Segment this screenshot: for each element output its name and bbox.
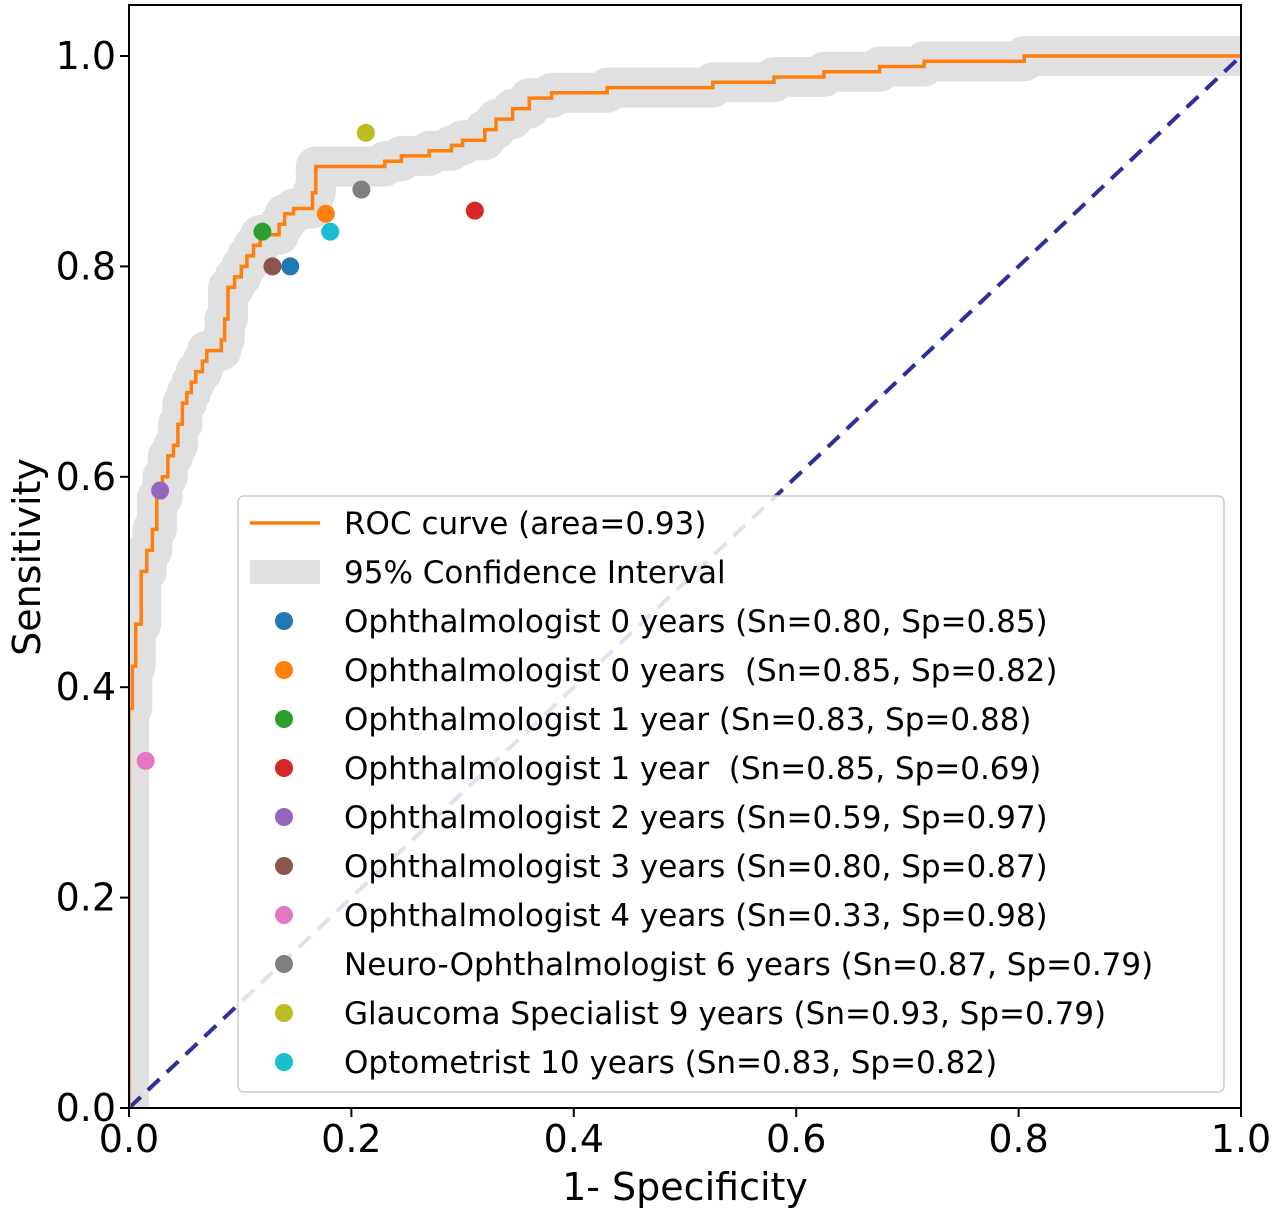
y-axis-label: Sensitivity (5, 458, 49, 656)
plot-frame (128, 4, 1242, 1109)
y-tick-label: 0.6 (56, 455, 116, 499)
reader-point-8 (352, 180, 371, 199)
legend-reader-label-8: Neuro-Ophthalmologist 6 years (Sn=0.87, … (344, 947, 1153, 983)
x-tick-label: 0.6 (766, 1117, 826, 1161)
axes-layer: 0.0 0.2 0.4 0.6 0.8 1.0 0.0 0.2 0.4 0.6 0.8 1.0 (56, 4, 1271, 1161)
roc-curve (129, 54, 1241, 1108)
legend-reader-marker-1 (275, 612, 293, 630)
legend-reader-label-5: Ophthalmologist 2 years (Sn=0.59, Sp=0.9… (344, 800, 1048, 836)
legend-reader-label-1: Ophthalmologist 0 years (Sn=0.80, Sp=0.8… (344, 604, 1048, 640)
reader-point-3 (253, 222, 272, 241)
x-tick-label: 0.8 (988, 1117, 1048, 1161)
legend-reader-label-10: Optometrist 10 years (Sn=0.83, Sp=0.82) (344, 1045, 997, 1081)
reader-point-5 (151, 481, 170, 500)
legend-reader-label-4: Ophthalmologist 1 year (Sn=0.85, Sp=0.69… (344, 751, 1041, 787)
reader-points-layer (136, 123, 484, 770)
reader-point-10 (321, 222, 340, 241)
y-tick-label: 0.4 (56, 665, 116, 709)
legend-reader-marker-9 (275, 1004, 293, 1022)
legend-reader-marker-3 (275, 710, 293, 728)
reader-point-7 (136, 751, 155, 770)
legend-reader-marker-10 (275, 1053, 293, 1071)
y-tick-label: 1.0 (56, 34, 116, 78)
legend-box (237, 495, 1225, 1093)
legend-reader-label-7: Ophthalmologist 4 years (Sn=0.33, Sp=0.9… (344, 898, 1048, 934)
y-tick-label: 0.2 (56, 876, 116, 920)
legend-reader-marker-7 (275, 906, 293, 924)
legend-reader-marker-2 (275, 661, 293, 679)
reader-point-1 (281, 257, 300, 276)
y-tick-label: 0.0 (56, 1086, 116, 1130)
legend-band-label: 95% Confidence Interval (344, 555, 726, 591)
x-tick-label: 0.2 (321, 1117, 381, 1161)
legend-reader-marker-8 (275, 955, 293, 973)
legend-roc-label: ROC curve (area=0.93) (344, 506, 706, 542)
roc-curve-layer (129, 54, 1241, 1108)
legend-reader-label-2: Ophthalmologist 0 years (Sn=0.85, Sp=0.8… (344, 653, 1058, 689)
legend-reader-label-3: Ophthalmologist 1 year (Sn=0.83, Sp=0.88… (344, 702, 1032, 738)
reader-point-6 (263, 257, 282, 276)
x-axis-label: 1- Specificity (562, 1165, 808, 1209)
legend-reader-label-6: Ophthalmologist 3 years (Sn=0.80, Sp=0.8… (344, 849, 1048, 885)
legend-reader-label-9: Glaucoma Specialist 9 years (Sn=0.93, Sp… (344, 996, 1106, 1032)
legend: ROC curve (area=0.93) 95% Confidence Inte… (237, 495, 1225, 1093)
reader-point-2 (316, 204, 335, 223)
legend-reader-marker-5 (275, 808, 293, 826)
x-tick-label: 0.4 (544, 1117, 604, 1161)
reader-point-9 (356, 123, 375, 142)
x-tick-label: 1.0 (1211, 1117, 1271, 1161)
legend-band-swatch (250, 560, 320, 584)
legend-reader-marker-4 (275, 759, 293, 777)
y-tick-label: 0.8 (56, 244, 116, 288)
reader-point-4 (465, 201, 484, 220)
x-tick-label: 0.0 (99, 1117, 159, 1161)
legend-reader-marker-6 (275, 857, 293, 875)
